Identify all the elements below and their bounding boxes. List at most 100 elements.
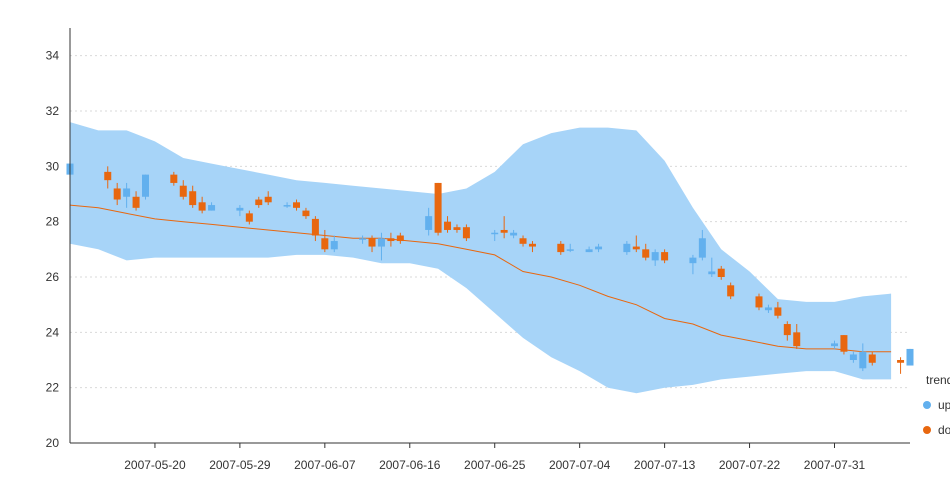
- candle: [510, 229, 518, 239]
- candle-body: [689, 257, 697, 264]
- candle-body: [264, 196, 272, 203]
- y-tick-label: 20: [46, 436, 60, 450]
- moving-average: [69, 204, 892, 353]
- candle-body: [783, 324, 791, 336]
- candle-body: [632, 246, 640, 250]
- candle-body: [123, 188, 131, 197]
- candle-body: [113, 188, 121, 200]
- y-tick-label: 28: [46, 215, 60, 229]
- y-tick-label: 24: [46, 325, 60, 339]
- candle-body: [198, 202, 206, 211]
- candle: [755, 293, 763, 311]
- candle-body: [170, 174, 178, 183]
- candle: [368, 235, 376, 253]
- candle: [359, 235, 367, 244]
- legend-marker-up: [923, 401, 931, 409]
- legend-title: trend: [926, 373, 950, 387]
- candle: [377, 232, 385, 261]
- candle-body: [368, 238, 376, 247]
- candle: [123, 182, 131, 208]
- candle: [717, 265, 725, 280]
- axes: 20 22 24 26 28 30 32 34 2007-05-20 2007-05-29 2007…: [46, 28, 910, 472]
- candle: [566, 243, 574, 253]
- candle-body: [623, 243, 631, 253]
- candle-body: [859, 351, 867, 369]
- candle: [642, 243, 650, 261]
- candle-body: [793, 332, 801, 347]
- y-tick-label: 34: [46, 49, 60, 63]
- candle: [708, 257, 716, 277]
- moving-average-line: [69, 204, 892, 353]
- candle: [142, 174, 150, 200]
- candle: [727, 282, 735, 300]
- candle: [434, 182, 442, 236]
- candle-body: [396, 235, 404, 242]
- x-tick-label: 2007-05-20: [124, 458, 186, 472]
- candle: [444, 216, 452, 233]
- x-tick-label: 2007-07-22: [719, 458, 781, 472]
- candle-body: [708, 271, 716, 275]
- candle: [113, 182, 121, 206]
- candle: [283, 202, 291, 208]
- candle: [840, 335, 848, 355]
- candle: [132, 191, 140, 211]
- candle: [189, 185, 197, 208]
- candle: [774, 301, 782, 319]
- candle: [321, 229, 329, 253]
- candle-body: [557, 243, 565, 253]
- candle-body: [585, 249, 593, 253]
- candle-body: [906, 348, 914, 366]
- candle-body: [302, 210, 310, 217]
- candle-body: [764, 307, 772, 311]
- x-tick-label: 2007-06-16: [379, 458, 441, 472]
- candle: [897, 357, 905, 374]
- candle-body: [377, 238, 385, 247]
- x-tick-label: 2007-07-31: [804, 458, 866, 472]
- candle: [425, 207, 433, 236]
- candle: [302, 207, 310, 219]
- candle: [264, 191, 272, 206]
- candle: [104, 166, 112, 189]
- candle: [255, 196, 263, 208]
- candle-body: [132, 196, 140, 208]
- candle: [859, 343, 867, 372]
- candle: [179, 180, 187, 200]
- candle-body: [283, 205, 291, 207]
- candle-body: [142, 174, 150, 197]
- legend: trend up down: [923, 373, 950, 437]
- candle: [198, 196, 206, 214]
- candle-body: [849, 354, 857, 360]
- candle: [462, 224, 470, 242]
- candle-body: [189, 191, 197, 206]
- candle-body: [840, 335, 848, 352]
- candle-body: [293, 202, 301, 208]
- candle: [387, 232, 395, 247]
- x-tick-label: 2007-07-13: [634, 458, 696, 472]
- candle-body: [755, 296, 763, 308]
- candles: [66, 160, 914, 374]
- y-tick-label: 26: [46, 270, 60, 284]
- candle-body: [595, 246, 603, 250]
- candle-body: [830, 343, 838, 347]
- candle-body: [500, 229, 508, 233]
- x-tick-label: 2007-06-07: [294, 458, 356, 472]
- candle: [793, 324, 801, 349]
- candle-body: [179, 185, 187, 197]
- candle: [528, 241, 536, 253]
- candle: [453, 224, 461, 233]
- candle-body: [774, 307, 782, 316]
- bollinger-band: [70, 122, 892, 394]
- candle: [236, 205, 244, 217]
- candle: [783, 321, 791, 341]
- candle: [868, 351, 876, 366]
- x-tick-label: 2007-05-29: [209, 458, 271, 472]
- candle: [689, 254, 697, 275]
- y-tick-label: 22: [46, 381, 60, 395]
- candle-body: [311, 218, 319, 236]
- candle-body: [453, 227, 461, 230]
- candle: [170, 171, 178, 186]
- y-tick-label: 30: [46, 159, 60, 173]
- candle: [245, 210, 253, 225]
- candle: [906, 348, 914, 366]
- candle-body: [868, 354, 876, 363]
